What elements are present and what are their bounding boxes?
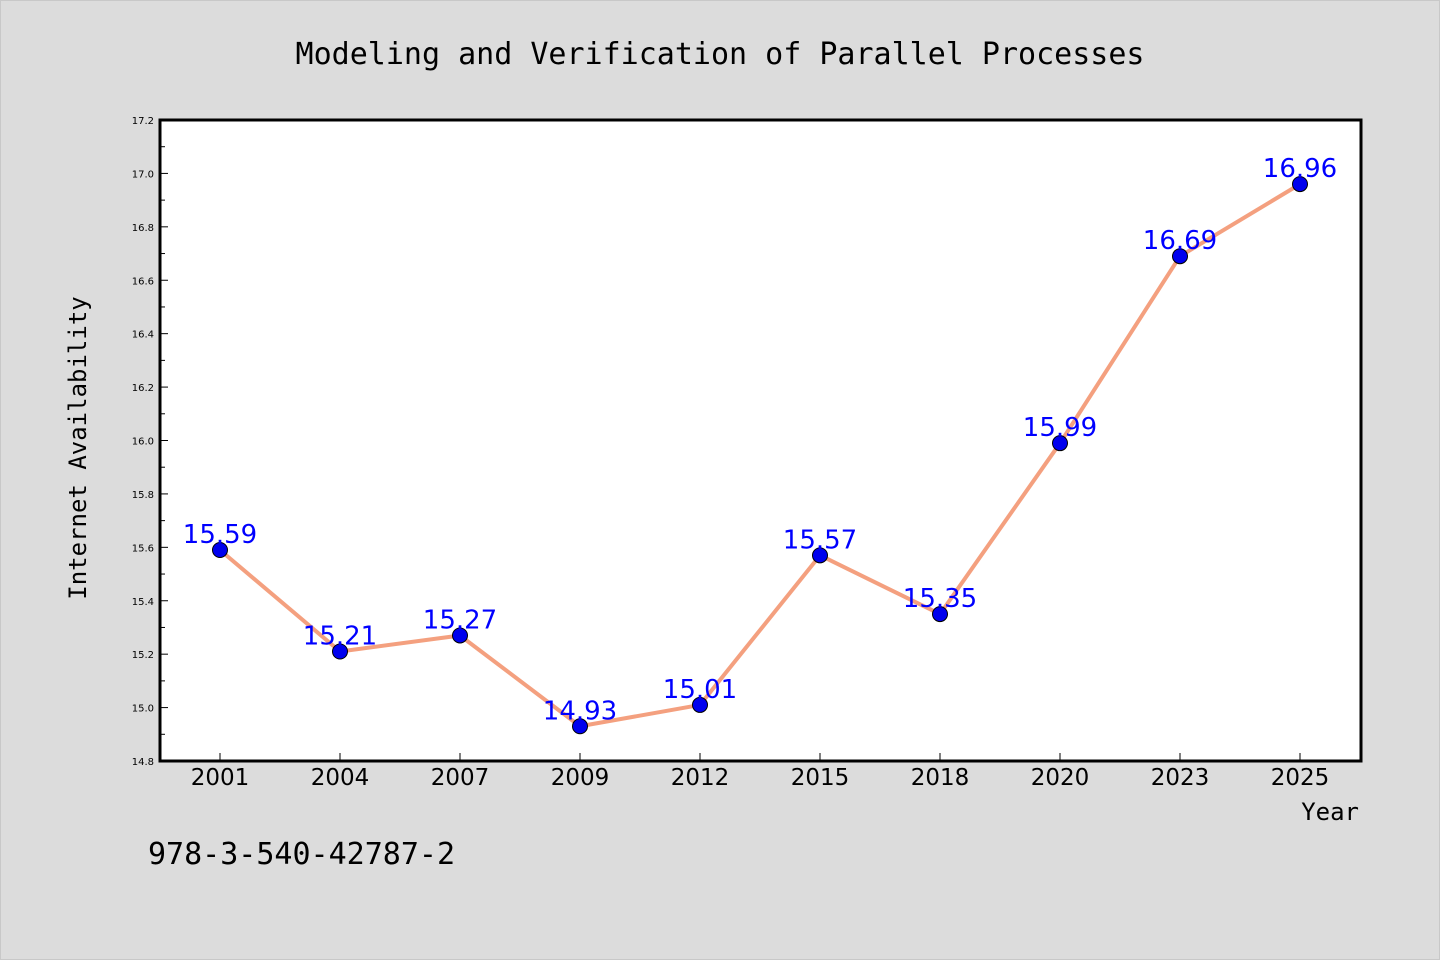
data-point [452,627,468,644]
isbn-text: 978-3-540-42787-2 [148,837,455,872]
y-tick-label: 16.8 [132,223,154,234]
data-label: 15.59 [183,520,257,550]
y-tick-label: 14.8 [132,757,154,768]
y-tick-label: 17.0 [132,169,154,180]
y-axis: 14.8 15.0 15.2 15.4 15.6 15.8 16.0 16.2 16.4 16.6… [132,116,168,768]
y-tick-label: 16.6 [132,276,154,287]
x-tick-label: 2025 [1271,765,1330,791]
data-point [572,718,588,735]
y-tick-label: 16.2 [132,383,154,394]
y-tick-label: 16.4 [132,330,154,341]
x-tick-label: 2015 [791,765,850,791]
y-tick-label: 15.8 [132,490,154,501]
data-labels: 15.59 15.21 15.27 14.93 15.01 15.57 15.35 15.99… [183,154,1337,726]
y-axis-label: Internet Availability [64,296,92,599]
data-point [212,542,228,559]
y-tick-label: 15.4 [132,597,154,608]
y-tick-label: 17.2 [132,116,154,127]
series-line [218,182,1302,729]
data-label: 16.69 [1143,226,1217,256]
x-tick-label: 2023 [1151,765,1210,791]
data-label: 15.21 [303,621,377,651]
x-tick-label: 2012 [671,765,730,791]
x-tick-label: 2020 [1031,765,1090,791]
x-tick-label: 2007 [431,765,490,791]
x-tick-label: 2004 [311,765,370,791]
data-point [692,696,708,713]
x-axis-label: Year [1301,798,1359,826]
data-point [1172,248,1188,265]
data-point [932,606,948,623]
data-point [812,547,828,564]
data-label: 15.27 [423,605,497,635]
y-tick-label: 15.2 [132,650,154,661]
x-axis: 2001 2004 2007 2009 2012 2015 2018 2020 2023 2025 [191,753,1330,791]
y-tick-label: 16.0 [132,437,154,448]
plot-area [158,118,1363,763]
data-point [1052,435,1068,452]
data-label: 15.99 [1023,413,1097,443]
data-point [1292,176,1308,193]
y-tick-label: 15.6 [132,543,154,554]
data-point [332,643,348,660]
data-label: 15.01 [663,675,737,705]
x-tick-label: 2009 [551,765,610,791]
data-label: 14.93 [543,696,617,726]
data-points [212,176,1308,735]
series-line-group [218,182,1302,729]
data-label: 15.57 [783,525,857,555]
x-tick-label: 2018 [911,765,970,791]
data-label: 16.96 [1263,154,1337,184]
y-tick-label: 15.0 [132,704,154,715]
chart-title: Modeling and Verification of Parallel Pr… [296,37,1145,72]
data-label: 15.35 [903,584,977,614]
x-tick-label: 2001 [191,765,250,791]
